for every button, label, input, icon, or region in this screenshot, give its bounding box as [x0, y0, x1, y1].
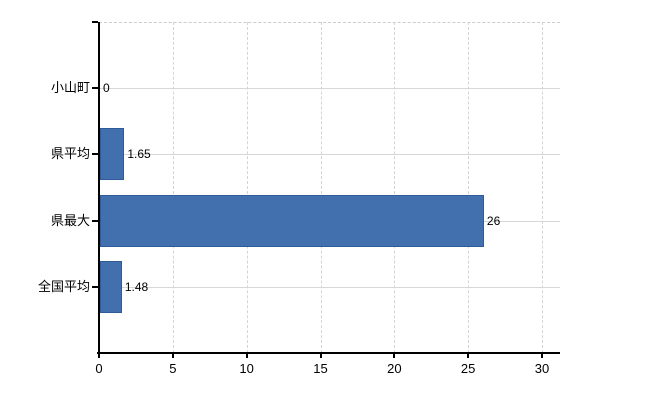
bar — [100, 128, 124, 181]
category-label: 全国平均 — [37, 278, 90, 294]
bar-value-label: 26 — [486, 213, 501, 228]
horizontal-gridline — [99, 88, 560, 90]
plot-area — [99, 22, 560, 353]
bar-value-label: 0 — [103, 81, 110, 96]
vertical-gridline — [542, 22, 543, 353]
y-axis-tick — [92, 21, 98, 23]
vertical-gridline — [320, 22, 322, 353]
x-tick-label: 15 — [313, 361, 328, 376]
x-axis-tick — [393, 354, 396, 358]
bar — [100, 194, 484, 247]
x-tick-label: 0 — [95, 361, 103, 376]
x-axis-tick — [319, 354, 322, 358]
x-tick-label: 30 — [534, 361, 550, 376]
x-tick-label: 10 — [239, 361, 254, 376]
category-label: 県平均 — [50, 146, 90, 162]
vertical-gridline — [394, 22, 396, 353]
x-axis-tick — [98, 354, 100, 358]
category-label: 県最大 — [50, 212, 90, 228]
bar-value-label: 1.48 — [124, 279, 149, 294]
x-tick-label: 5 — [169, 361, 177, 376]
x-axis-line — [97, 352, 560, 354]
x-axis-tick — [541, 354, 543, 358]
x-tick-label: 20 — [387, 361, 402, 376]
x-axis-tick — [171, 354, 174, 358]
vertical-gridline — [172, 22, 174, 353]
horizontal-gridline — [99, 286, 560, 288]
vertical-gridline — [468, 22, 470, 353]
bar — [100, 260, 122, 313]
horizontal-gridline — [99, 154, 560, 156]
bar-value-label: 1.65 — [127, 147, 151, 162]
x-axis-tick — [467, 354, 470, 358]
y-axis-tick — [92, 153, 98, 156]
y-axis-tick — [92, 219, 98, 222]
y-axis-tick — [92, 87, 98, 90]
y-axis-tick — [92, 285, 98, 288]
category-label: 小山町 — [50, 80, 90, 96]
y-axis-line — [98, 22, 100, 353]
vertical-gridline — [246, 22, 248, 353]
x-tick-label: 25 — [460, 361, 476, 376]
x-axis-tick — [245, 354, 248, 358]
